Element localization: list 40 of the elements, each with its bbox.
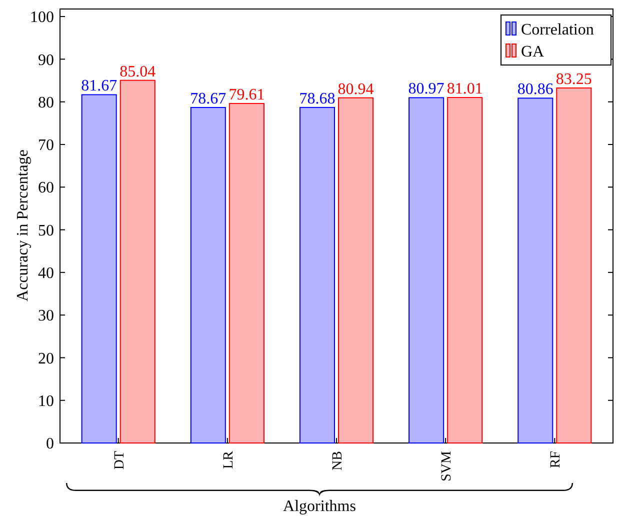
data-label: 81.67 <box>81 78 118 95</box>
bar <box>556 87 592 444</box>
y-tick-label: 0 <box>46 436 54 453</box>
y-tick-label: 80 <box>38 94 54 112</box>
data-label: 80.86 <box>517 81 554 98</box>
data-label: 78.67 <box>190 90 226 108</box>
bar <box>447 97 483 444</box>
x-tick-label: SVM <box>439 450 454 482</box>
y-tick-label: 60 <box>38 180 54 197</box>
y-tick-label: 20 <box>38 350 54 368</box>
data-label: 83.25 <box>556 70 592 88</box>
data-label: 81.01 <box>446 80 483 98</box>
y-tick-label: 40 <box>38 265 54 282</box>
x-tick-label: NB <box>330 451 346 470</box>
bar <box>299 106 335 444</box>
y-tick-label: 70 <box>38 137 54 154</box>
x-tick-label: LR <box>221 450 236 469</box>
x-axis-title: Algorithms <box>283 498 356 515</box>
bar <box>190 106 226 444</box>
bar <box>338 97 374 444</box>
data-label: 79.61 <box>228 86 265 104</box>
y-tick-label: 30 <box>38 308 54 325</box>
y-tick-label: 50 <box>38 222 54 240</box>
bar <box>518 98 554 444</box>
bar <box>120 80 156 444</box>
y-axis-title: Accuracy in Percentage <box>14 150 32 302</box>
bar <box>408 97 444 444</box>
y-tick-label: 100 <box>30 9 54 26</box>
legend-label: GA <box>521 44 545 61</box>
legend-label: Correlation <box>521 22 594 39</box>
y-tick-label: 10 <box>38 392 54 410</box>
x-tick-label: DT <box>112 450 128 470</box>
bar <box>228 102 264 444</box>
data-label: 78.68 <box>299 90 336 108</box>
x-tick-label: RF <box>548 450 564 468</box>
data-label: 85.04 <box>120 63 156 80</box>
y-tick-label: 90 <box>38 52 54 69</box>
data-label: 80.94 <box>338 80 374 98</box>
data-label: 80.97 <box>408 80 444 98</box>
bar <box>81 94 117 444</box>
